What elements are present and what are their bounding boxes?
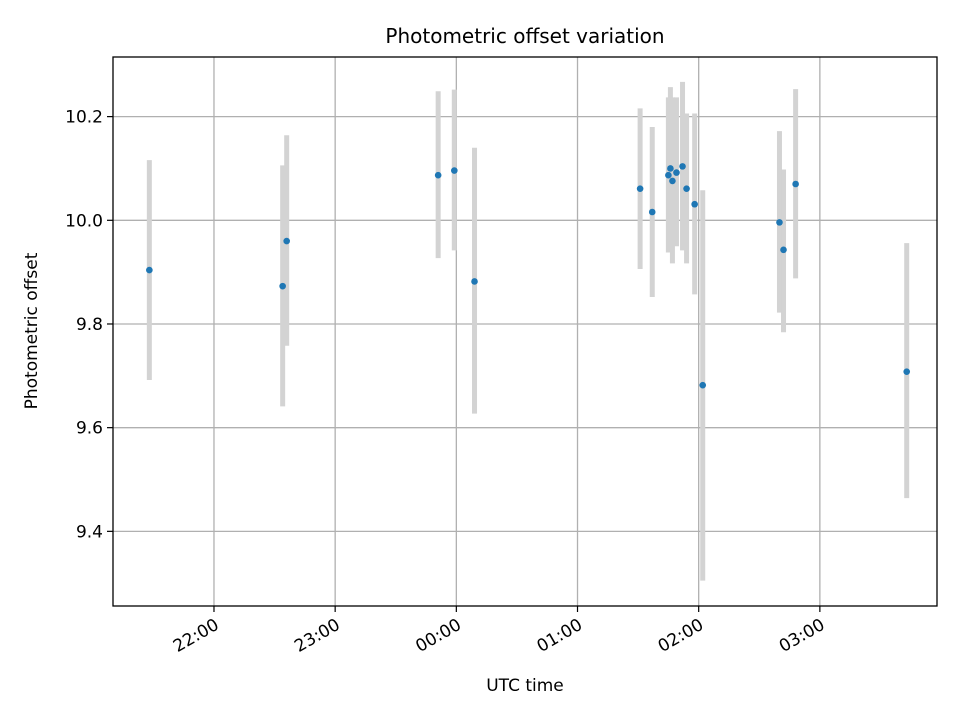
data-point [471, 278, 478, 285]
data-point [699, 381, 707, 389]
y-axis-title: Photometric offset [22, 252, 42, 409]
data-point [903, 368, 911, 375]
x-axis-title: UTC time [486, 676, 564, 696]
data-point [665, 171, 672, 179]
data-points [146, 163, 911, 389]
data-point [691, 200, 698, 208]
plot-frame [112, 56, 938, 607]
y-tick-label: 9.4 [76, 522, 103, 542]
data-point [673, 169, 680, 176]
data-point [780, 246, 787, 254]
data-point [434, 171, 442, 179]
data-point [776, 219, 783, 226]
y-tick-label: 10.2 [65, 108, 103, 128]
data-point [667, 165, 674, 172]
data-point [283, 237, 290, 245]
data-point [451, 167, 458, 174]
y-tick-label: 10.0 [65, 211, 103, 231]
data-point [679, 163, 686, 170]
chart-title: Photometric offset variation [385, 24, 664, 48]
y-axis: 9.4 9.6 9.8 10.0 10.2 [65, 108, 113, 542]
y-tick-label: 9.6 [76, 419, 103, 439]
data-point [146, 266, 153, 274]
y-tick-label: 9.8 [76, 315, 103, 335]
data-point [792, 180, 799, 188]
data-point [279, 282, 286, 290]
data-point [683, 185, 690, 192]
data-point [669, 177, 676, 185]
data-point [636, 185, 644, 192]
data-point [648, 208, 656, 216]
